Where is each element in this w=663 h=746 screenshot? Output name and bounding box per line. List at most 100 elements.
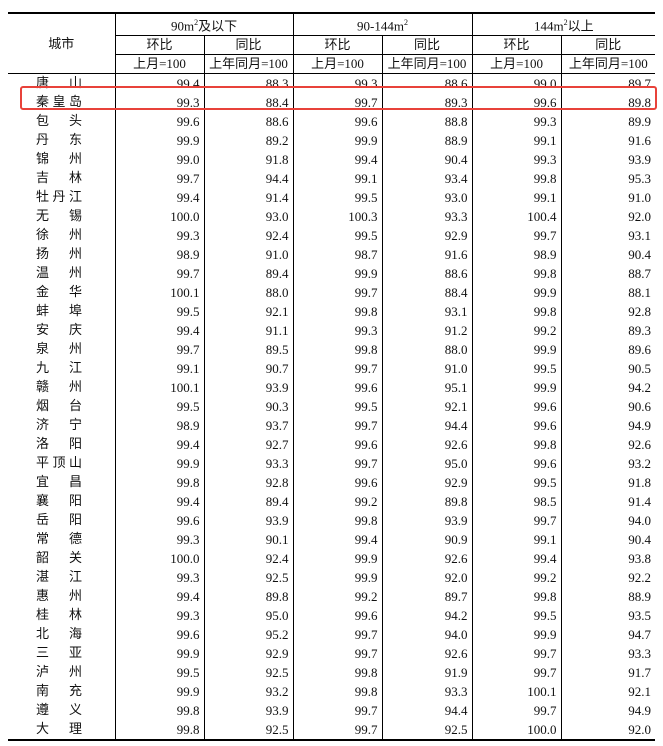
city-cell: 烟台 [8, 397, 115, 416]
value-cell: 99.9 [114, 682, 204, 702]
city-name: 平顶山 [36, 456, 82, 472]
city-name: 常德 [36, 532, 82, 548]
value-cell: 99.9 [292, 568, 383, 588]
value-cell: 100.0 [114, 207, 204, 227]
table-row: 包头 99.6 88.6 99.6 88.8 99.3 89.9 [8, 112, 656, 132]
value-cell: 99.2 [292, 587, 383, 607]
value-cell: 92.0 [560, 720, 656, 742]
city-name: 温州 [36, 266, 82, 282]
table-row: 温州 99.7 89.4 99.9 88.6 99.8 88.7 [8, 264, 656, 284]
value-cell: 99.6 [292, 378, 383, 398]
value-cell: 92.8 [560, 302, 656, 322]
table-row: 三亚 99.9 92.9 99.7 92.6 99.7 93.3 [8, 644, 656, 664]
value-cell: 99.4 [114, 73, 204, 94]
city-name: 泸州 [36, 665, 82, 681]
value-cell: 99.2 [292, 492, 383, 512]
value-cell: 99.5 [114, 302, 204, 322]
value-cell: 99.9 [471, 283, 562, 303]
value-cell: 99.3 [292, 73, 383, 94]
value-cell: 90.9 [381, 530, 473, 550]
value-cell: 99.7 [114, 264, 204, 284]
city-cell: 南充 [8, 682, 115, 701]
value-cell: 99.7 [292, 283, 383, 303]
city-cell: 无锡 [8, 207, 115, 226]
value-cell: 99.6 [292, 606, 383, 626]
value-cell: 94.9 [560, 416, 656, 436]
city-cell: 北海 [8, 625, 115, 644]
city-name: 岳阳 [36, 513, 82, 529]
value-cell: 99.8 [114, 720, 204, 742]
value-cell: 100.1 [114, 378, 204, 398]
value-cell: 99.7 [471, 226, 562, 246]
table-row: 遵义 99.8 93.9 99.7 94.4 99.7 94.9 [8, 701, 656, 721]
value-cell: 89.8 [560, 93, 656, 113]
value-cell: 99.9 [292, 131, 383, 151]
value-cell: 99.5 [292, 226, 383, 246]
value-cell: 95.0 [203, 606, 294, 626]
mom-base-header: 上月=100 [471, 54, 562, 75]
mom-base-header: 上月=100 [114, 54, 204, 75]
table-row: 常德 99.3 90.1 99.4 90.9 99.1 90.4 [8, 530, 656, 550]
value-cell: 93.1 [560, 226, 656, 246]
value-cell: 93.8 [560, 549, 656, 569]
value-cell: 100.4 [471, 207, 562, 227]
value-cell: 88.6 [381, 264, 473, 284]
value-cell: 93.5 [560, 606, 656, 626]
value-cell: 99.1 [471, 188, 562, 208]
value-cell: 99.8 [292, 340, 383, 360]
table-row: 韶关 100.0 92.4 99.9 92.6 99.4 93.8 [8, 549, 656, 569]
city-cell: 惠州 [8, 587, 115, 606]
value-cell: 92.6 [381, 549, 473, 569]
value-cell: 99.8 [292, 682, 383, 702]
city-name: 秦皇岛 [36, 95, 82, 111]
value-cell: 99.8 [292, 663, 383, 683]
city-cell: 三亚 [8, 644, 115, 663]
city-cell: 韶关 [8, 549, 115, 568]
value-cell: 99.8 [292, 302, 383, 322]
value-cell: 99.7 [292, 720, 383, 742]
value-cell: 92.6 [381, 644, 473, 664]
value-cell: 93.9 [203, 378, 294, 398]
value-cell: 94.9 [560, 701, 656, 721]
table-row: 秦皇岛 99.3 88.4 99.7 89.3 99.6 89.8 [8, 93, 656, 113]
value-cell: 93.2 [203, 682, 294, 702]
value-cell: 88.0 [381, 340, 473, 360]
value-cell: 99.6 [114, 625, 204, 645]
city-cell: 岳阳 [8, 511, 115, 530]
table-row: 洛阳 99.4 92.7 99.6 92.6 99.8 92.6 [8, 435, 656, 455]
value-cell: 92.5 [381, 720, 473, 742]
table-row: 泸州 99.5 92.5 99.8 91.9 99.7 91.7 [8, 663, 656, 683]
value-cell: 99.9 [471, 625, 562, 645]
value-cell: 90.4 [560, 530, 656, 550]
value-cell: 93.3 [381, 207, 473, 227]
value-cell: 99.9 [471, 340, 562, 360]
value-cell: 99.8 [292, 511, 383, 531]
value-cell: 90.4 [381, 150, 473, 170]
value-cell: 90.7 [203, 359, 294, 379]
value-cell: 99.7 [292, 454, 383, 474]
city-cell: 宜昌 [8, 473, 115, 492]
value-cell: 99.1 [292, 169, 383, 189]
value-cell: 99.7 [292, 93, 383, 113]
table-row: 湛江 99.3 92.5 99.9 92.0 99.2 92.2 [8, 568, 656, 588]
city-cell: 吉林 [8, 169, 115, 188]
value-cell: 99.0 [114, 150, 204, 170]
value-cell: 99.9 [114, 454, 204, 474]
city-column-header: 城市 [8, 12, 115, 75]
value-cell: 98.7 [292, 245, 383, 265]
value-cell: 92.6 [381, 435, 473, 455]
mom-header: 环比 [471, 35, 562, 56]
value-cell: 99.9 [292, 264, 383, 284]
value-cell: 88.8 [381, 112, 473, 132]
value-cell: 99.7 [471, 511, 562, 531]
value-cell: 88.6 [381, 73, 473, 94]
value-cell: 92.2 [560, 568, 656, 588]
group-header-medium: 90-144m2 [292, 12, 473, 37]
value-cell: 90.5 [560, 359, 656, 379]
value-cell: 89.8 [381, 492, 473, 512]
city-name: 丹东 [36, 133, 82, 149]
value-cell: 99.6 [292, 473, 383, 493]
city-cell: 温州 [8, 264, 115, 283]
table-row: 宜昌 99.8 92.8 99.6 92.9 99.5 91.8 [8, 473, 656, 493]
value-cell: 99.5 [471, 606, 562, 626]
